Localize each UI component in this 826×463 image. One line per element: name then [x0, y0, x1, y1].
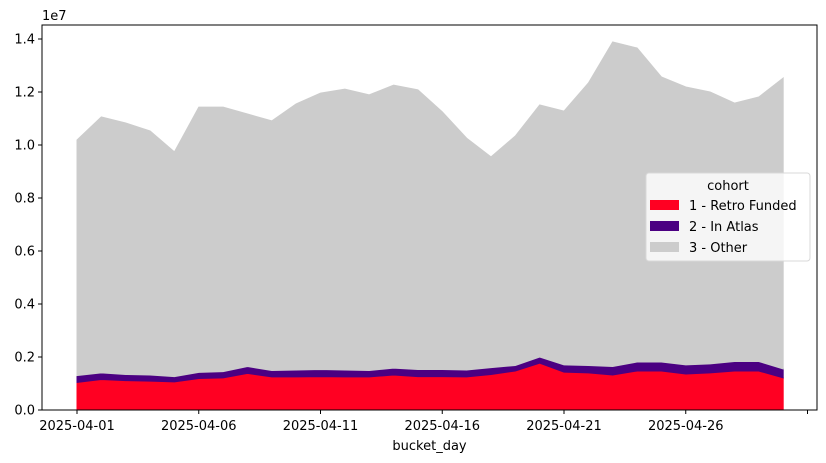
y-tick-label: 0.0: [14, 404, 35, 419]
legend-swatch: [650, 200, 679, 210]
y-tick-label: 1.4: [14, 33, 35, 48]
y-tick-label: 0.6: [14, 245, 35, 260]
y-tick-label: 0.8: [14, 192, 35, 207]
axes: 0.0 0.2 0.4 0.6 0.8 1.0 1.2 1.4 2025-04-01 2025-0…: [14, 24, 818, 434]
x-tick-label: 2025-04-16: [404, 419, 480, 434]
x-tick-label: 2025-04-26: [648, 419, 724, 434]
y-tick-label: 0.4: [14, 298, 35, 313]
legend-entry-label: 2 - In Atlas: [689, 220, 759, 235]
legend-swatch: [650, 221, 679, 231]
plot-frame: [41, 24, 818, 411]
x-tick-label: 2025-04-21: [526, 419, 602, 434]
y-tick-label: 0.2: [14, 351, 35, 366]
x-tick-label: 2025-04-01: [39, 419, 115, 434]
area-series-3: [76, 41, 784, 378]
x-axis-label: bucket_day: [392, 439, 467, 454]
legend-title: cohort: [707, 179, 749, 194]
y-scale-label: 1e7: [42, 9, 67, 24]
y-tick-label: 1.0: [14, 139, 35, 154]
legend-entry-label: 3 - Other: [689, 241, 748, 256]
x-tick-label: 2025-04-06: [161, 419, 237, 434]
x-tick-label: 2025-04-11: [283, 419, 359, 434]
y-tick-label: 1.2: [14, 86, 35, 101]
legend: cohort 1 - Retro Funded 2 - In Atlas 3 - Ot…: [645, 172, 811, 262]
legend-entry-label: 1 - Retro Funded: [689, 199, 797, 214]
legend-swatch: [650, 242, 679, 252]
